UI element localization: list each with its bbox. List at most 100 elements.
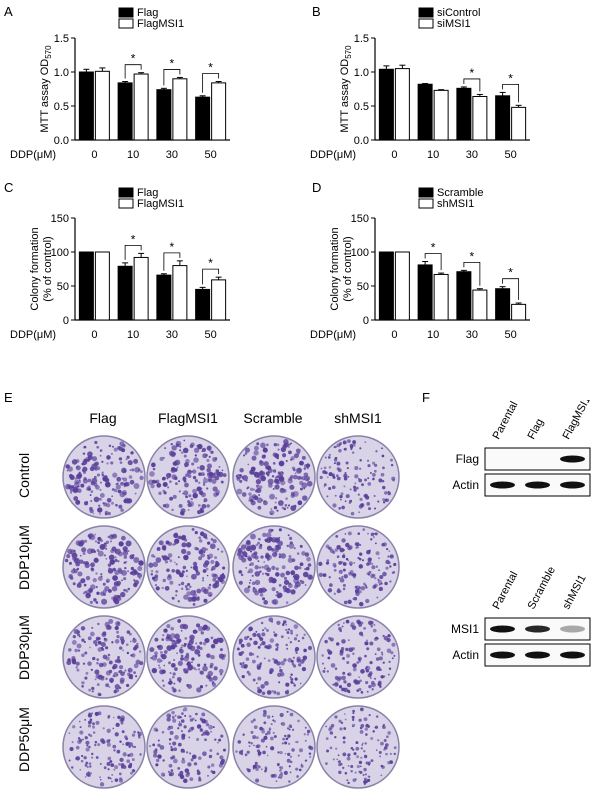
colony	[289, 712, 294, 717]
colony	[94, 678, 97, 681]
colony	[265, 443, 269, 447]
colony	[157, 743, 161, 747]
colony	[236, 476, 241, 481]
colony	[68, 759, 71, 762]
colony	[262, 532, 267, 538]
colony	[296, 775, 299, 778]
colony	[348, 561, 353, 566]
colony	[367, 477, 370, 480]
colony	[325, 544, 330, 549]
colony	[259, 593, 264, 597]
colony	[106, 762, 111, 766]
colony	[248, 741, 251, 744]
colony	[273, 720, 277, 723]
colony	[198, 556, 203, 561]
colony	[259, 665, 262, 668]
colony	[183, 644, 186, 648]
colony	[271, 529, 274, 532]
colony	[244, 753, 248, 757]
colony	[236, 488, 243, 495]
colony	[133, 458, 139, 464]
colony	[321, 662, 325, 665]
colony	[388, 660, 391, 664]
colony	[277, 448, 280, 451]
colony	[371, 573, 376, 578]
colony	[202, 453, 208, 459]
panel-label-f: F	[422, 390, 430, 405]
colony	[372, 461, 376, 465]
colony	[157, 739, 160, 742]
colony	[344, 533, 347, 535]
colony	[283, 579, 290, 585]
colony	[82, 466, 88, 472]
colony	[210, 763, 215, 767]
colony	[84, 651, 88, 655]
colony	[169, 480, 172, 483]
colony	[252, 718, 256, 722]
colony	[333, 458, 338, 462]
colony	[99, 454, 102, 457]
colony	[133, 745, 136, 749]
colony	[341, 538, 346, 543]
colony	[386, 648, 392, 654]
colony	[206, 504, 210, 508]
colony	[390, 463, 394, 467]
colony	[304, 584, 307, 586]
colony	[172, 718, 177, 723]
colony	[177, 767, 181, 770]
colony	[79, 726, 82, 729]
colony	[185, 495, 188, 499]
colony	[86, 765, 89, 769]
colony	[269, 510, 275, 516]
colony	[206, 445, 212, 451]
colony	[371, 682, 376, 688]
colony	[195, 569, 199, 573]
colony	[72, 488, 78, 494]
plate-well	[316, 705, 400, 789]
colony	[367, 532, 369, 535]
colony	[171, 508, 174, 512]
colony	[198, 778, 202, 782]
x-tick-label: 10	[427, 329, 439, 341]
colony	[186, 469, 192, 475]
colony	[152, 467, 156, 471]
colony	[208, 724, 213, 730]
colony	[84, 775, 87, 778]
colony	[194, 719, 197, 722]
colony	[250, 720, 254, 724]
colony	[366, 647, 370, 651]
colony	[181, 542, 187, 548]
colony-plate	[316, 525, 400, 609]
colony	[287, 637, 290, 639]
colony	[95, 572, 98, 575]
colony	[186, 683, 189, 687]
colony	[369, 660, 373, 665]
colony	[109, 559, 115, 565]
colony	[365, 681, 369, 685]
colony	[121, 467, 127, 474]
colony	[350, 747, 354, 750]
colony	[280, 660, 285, 666]
colony	[179, 624, 185, 630]
colony	[342, 622, 345, 624]
colony	[300, 764, 304, 768]
colony	[342, 587, 346, 591]
colony	[202, 562, 208, 568]
colony	[333, 568, 337, 572]
colony-plate	[146, 435, 230, 519]
colony-plate	[316, 705, 400, 789]
colony	[253, 725, 258, 730]
colony	[108, 444, 112, 448]
colony	[198, 539, 203, 543]
colony	[287, 742, 291, 745]
colony	[112, 472, 118, 478]
colony	[341, 505, 345, 510]
colony	[205, 567, 209, 571]
colony	[101, 460, 104, 463]
colony	[345, 494, 350, 499]
colony	[283, 770, 288, 775]
colony	[124, 566, 127, 570]
colony	[135, 675, 138, 678]
x-tick-label: 0	[391, 149, 397, 161]
colony	[127, 550, 130, 553]
